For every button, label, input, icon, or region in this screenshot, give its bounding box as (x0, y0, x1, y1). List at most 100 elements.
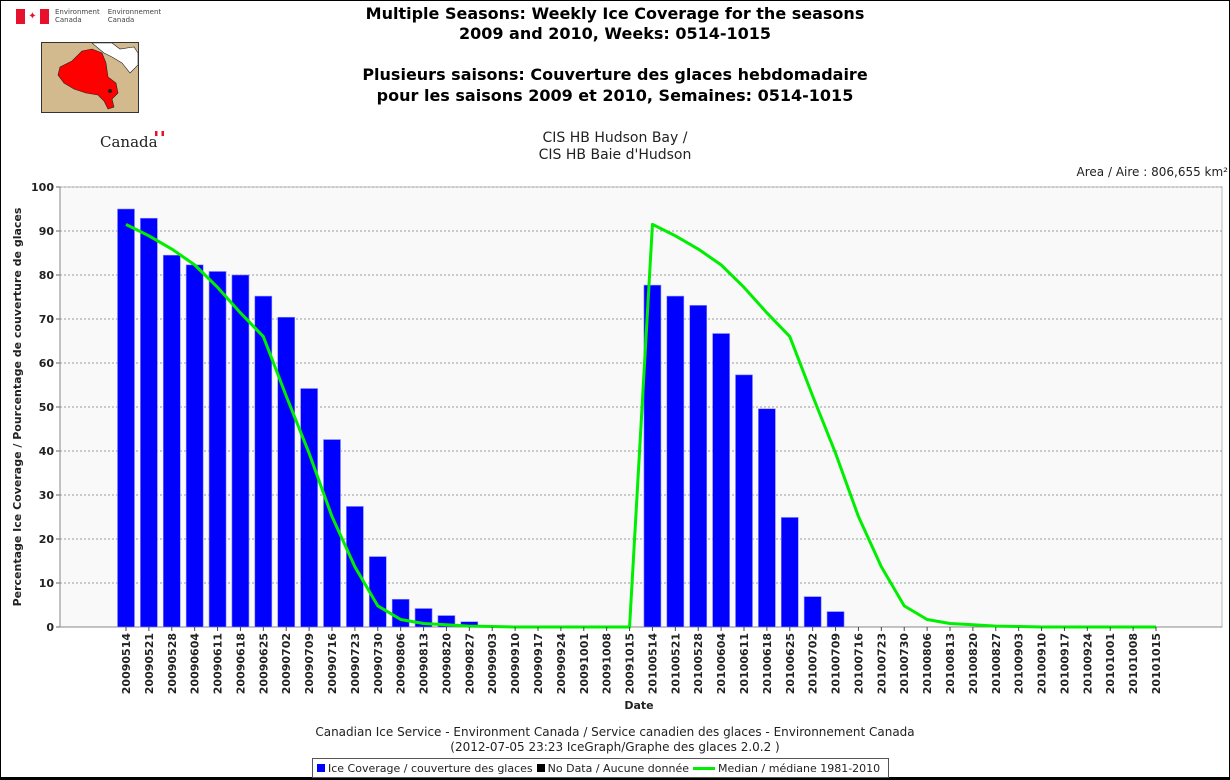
x-tick-label: 20090611 (212, 633, 225, 694)
y-tick-label: 40 (39, 445, 55, 458)
y-tick-label: 80 (39, 269, 55, 282)
bar-20090528 (162, 254, 181, 628)
bar-20100528 (689, 305, 708, 628)
bar-20100709 (826, 611, 845, 628)
x-tick-label: 20090813 (418, 633, 431, 694)
legend-item-ice: Ice Coverage / couverture des glaces (317, 762, 533, 775)
y-tick-label: 60 (39, 357, 55, 370)
y-tick-label: 10 (39, 577, 55, 590)
bar-20090702 (277, 316, 296, 628)
legend-swatch-ice (317, 764, 325, 772)
bar-20090716 (323, 439, 341, 628)
bar-20090611 (208, 271, 227, 628)
footer-credit: Canadian Ice Service - Environment Canad… (315, 725, 915, 739)
x-tick-label: 20100604 (715, 633, 728, 695)
y-axis-label: Percentage Ice Coverage / Pourcentage de… (11, 207, 24, 606)
bar-20090730 (368, 556, 387, 628)
median-polyline (125, 222, 1156, 629)
y-axis-ticks: 0 10 20 30 40 50 60 70 80 90 100 (31, 181, 1222, 634)
x-tick-label: 20100702 (807, 633, 820, 694)
x-tick-label: 20100917 (1058, 633, 1071, 694)
x-tick-label: 20090723 (349, 633, 362, 694)
ec-fr-label: Environnement (107, 8, 162, 16)
ec-en-label-2: Canada (55, 16, 82, 24)
canada-flag-icon: ✦ (16, 8, 49, 24)
x-tick-label: 20101008 (1127, 633, 1140, 694)
x-tick-label: 20100723 (875, 633, 888, 694)
wordmark-flag-icon (154, 131, 164, 136)
x-tick-label: 20090521 (143, 633, 156, 694)
x-tick-label: 20090514 (120, 633, 133, 695)
x-tick-label: 20100924 (1081, 633, 1094, 695)
bar-20090604 (185, 264, 204, 628)
x-tick-label: 20090820 (440, 633, 453, 695)
x-tick-label: 20090903 (486, 633, 499, 694)
bar-20100611 (735, 374, 753, 628)
chart-title-fr-1: Plusieurs saisons: Couverture des glaces… (362, 65, 868, 84)
x-tick-label: 20100716 (852, 633, 865, 695)
x-axis-ticks: 20090514 20090521 20090528 20090604 20090611… (120, 627, 1163, 694)
x-tick-label: 20090924 (555, 633, 568, 695)
bar-20100604 (712, 333, 730, 628)
legend-label-nodata: No Data / Aucune donnée (547, 761, 690, 775)
legend-label-ice: Ice Coverage / couverture des glaces (328, 761, 533, 775)
x-tick-label: 20090709 (303, 633, 316, 694)
x-tick-label: 20100514 (646, 633, 659, 695)
canada-wordmark-text: Canada (100, 133, 158, 151)
x-tick-label: 20090910 (509, 633, 522, 695)
bar-20090625 (254, 295, 273, 628)
bar-20090521 (140, 217, 158, 628)
x-tick-label: 20090730 (372, 633, 385, 695)
bar-20090514 (117, 208, 135, 628)
chart-title-fr-2: pour les saisons 2009 et 2010, Semaines:… (376, 86, 854, 105)
x-tick-label: 20100813 (944, 633, 957, 694)
x-tick-label: 20091008 (601, 633, 614, 694)
region-name-fr: CIS HB Baie d'Hudson (538, 147, 692, 163)
x-tick-label: 20091001 (578, 633, 591, 694)
y-tick-label: 30 (39, 489, 55, 502)
hudson-bay-map-icon (41, 42, 139, 113)
bar-20100702 (803, 596, 822, 628)
chart-title-en-1: Multiple Seasons: Weekly Ice Coverage fo… (365, 4, 865, 23)
bar-20090709 (300, 388, 318, 628)
bar-20090618 (231, 274, 250, 628)
region-name-en: CIS HB Hudson Bay / (542, 130, 688, 146)
x-tick-label: 20100730 (898, 633, 911, 695)
canada-wordmark: Canada (100, 131, 164, 151)
x-tick-label: 20090917 (532, 633, 545, 694)
legend-swatch-median (693, 766, 716, 770)
legend-item-nodata: No Data / Aucune donnée (536, 761, 690, 775)
bar-20090806 (391, 598, 410, 628)
x-tick-label: 20100625 (784, 633, 797, 694)
x-tick-label: 20090618 (234, 633, 247, 694)
footer-version: (2012-07-05 23:23 IceGraph/Graphe des gl… (450, 740, 780, 754)
chart-title-en-2: 2009 and 2010, Weeks: 0514-1015 (458, 24, 772, 43)
x-tick-label: 20100903 (1013, 633, 1026, 694)
x-tick-label: 20100709 (830, 633, 843, 694)
y-tick-label: 100 (31, 181, 54, 194)
x-tick-label: 20100827 (990, 633, 1003, 694)
bar-20100618 (758, 408, 776, 628)
environment-canada-banner: ✦ Environment Environnement Canada Canad… (16, 8, 161, 24)
x-tick-label: 20090702 (280, 633, 293, 694)
x-tick-label: 20100521 (669, 633, 682, 694)
x-tick-label: 20090528 (166, 633, 179, 694)
x-axis-label: Date (624, 699, 653, 712)
x-tick-label: 20100806 (921, 633, 934, 695)
x-tick-label: 20090806 (395, 633, 408, 695)
chart-legend: Ice Coverage / couverture des glaces No … (312, 758, 890, 778)
x-tick-label: 20090827 (463, 633, 476, 694)
x-tick-label: 20101001 (1104, 633, 1117, 694)
x-tick-label: 20100910 (1036, 633, 1049, 695)
y-tick-label: 70 (39, 313, 55, 326)
y-tick-label: 0 (46, 621, 54, 634)
x-tick-label: 20090604 (189, 633, 202, 695)
bar-20100521 (666, 295, 685, 628)
x-tick-label: 20100528 (692, 633, 705, 694)
legend-item-median: Median / médiane 1981-2010 (693, 762, 880, 775)
x-tick-label: 20091015 (624, 633, 637, 694)
legend-swatch-nodata (536, 764, 545, 772)
x-tick-label: 20100820 (967, 633, 980, 695)
x-tick-label: 20101015 (1150, 633, 1163, 694)
